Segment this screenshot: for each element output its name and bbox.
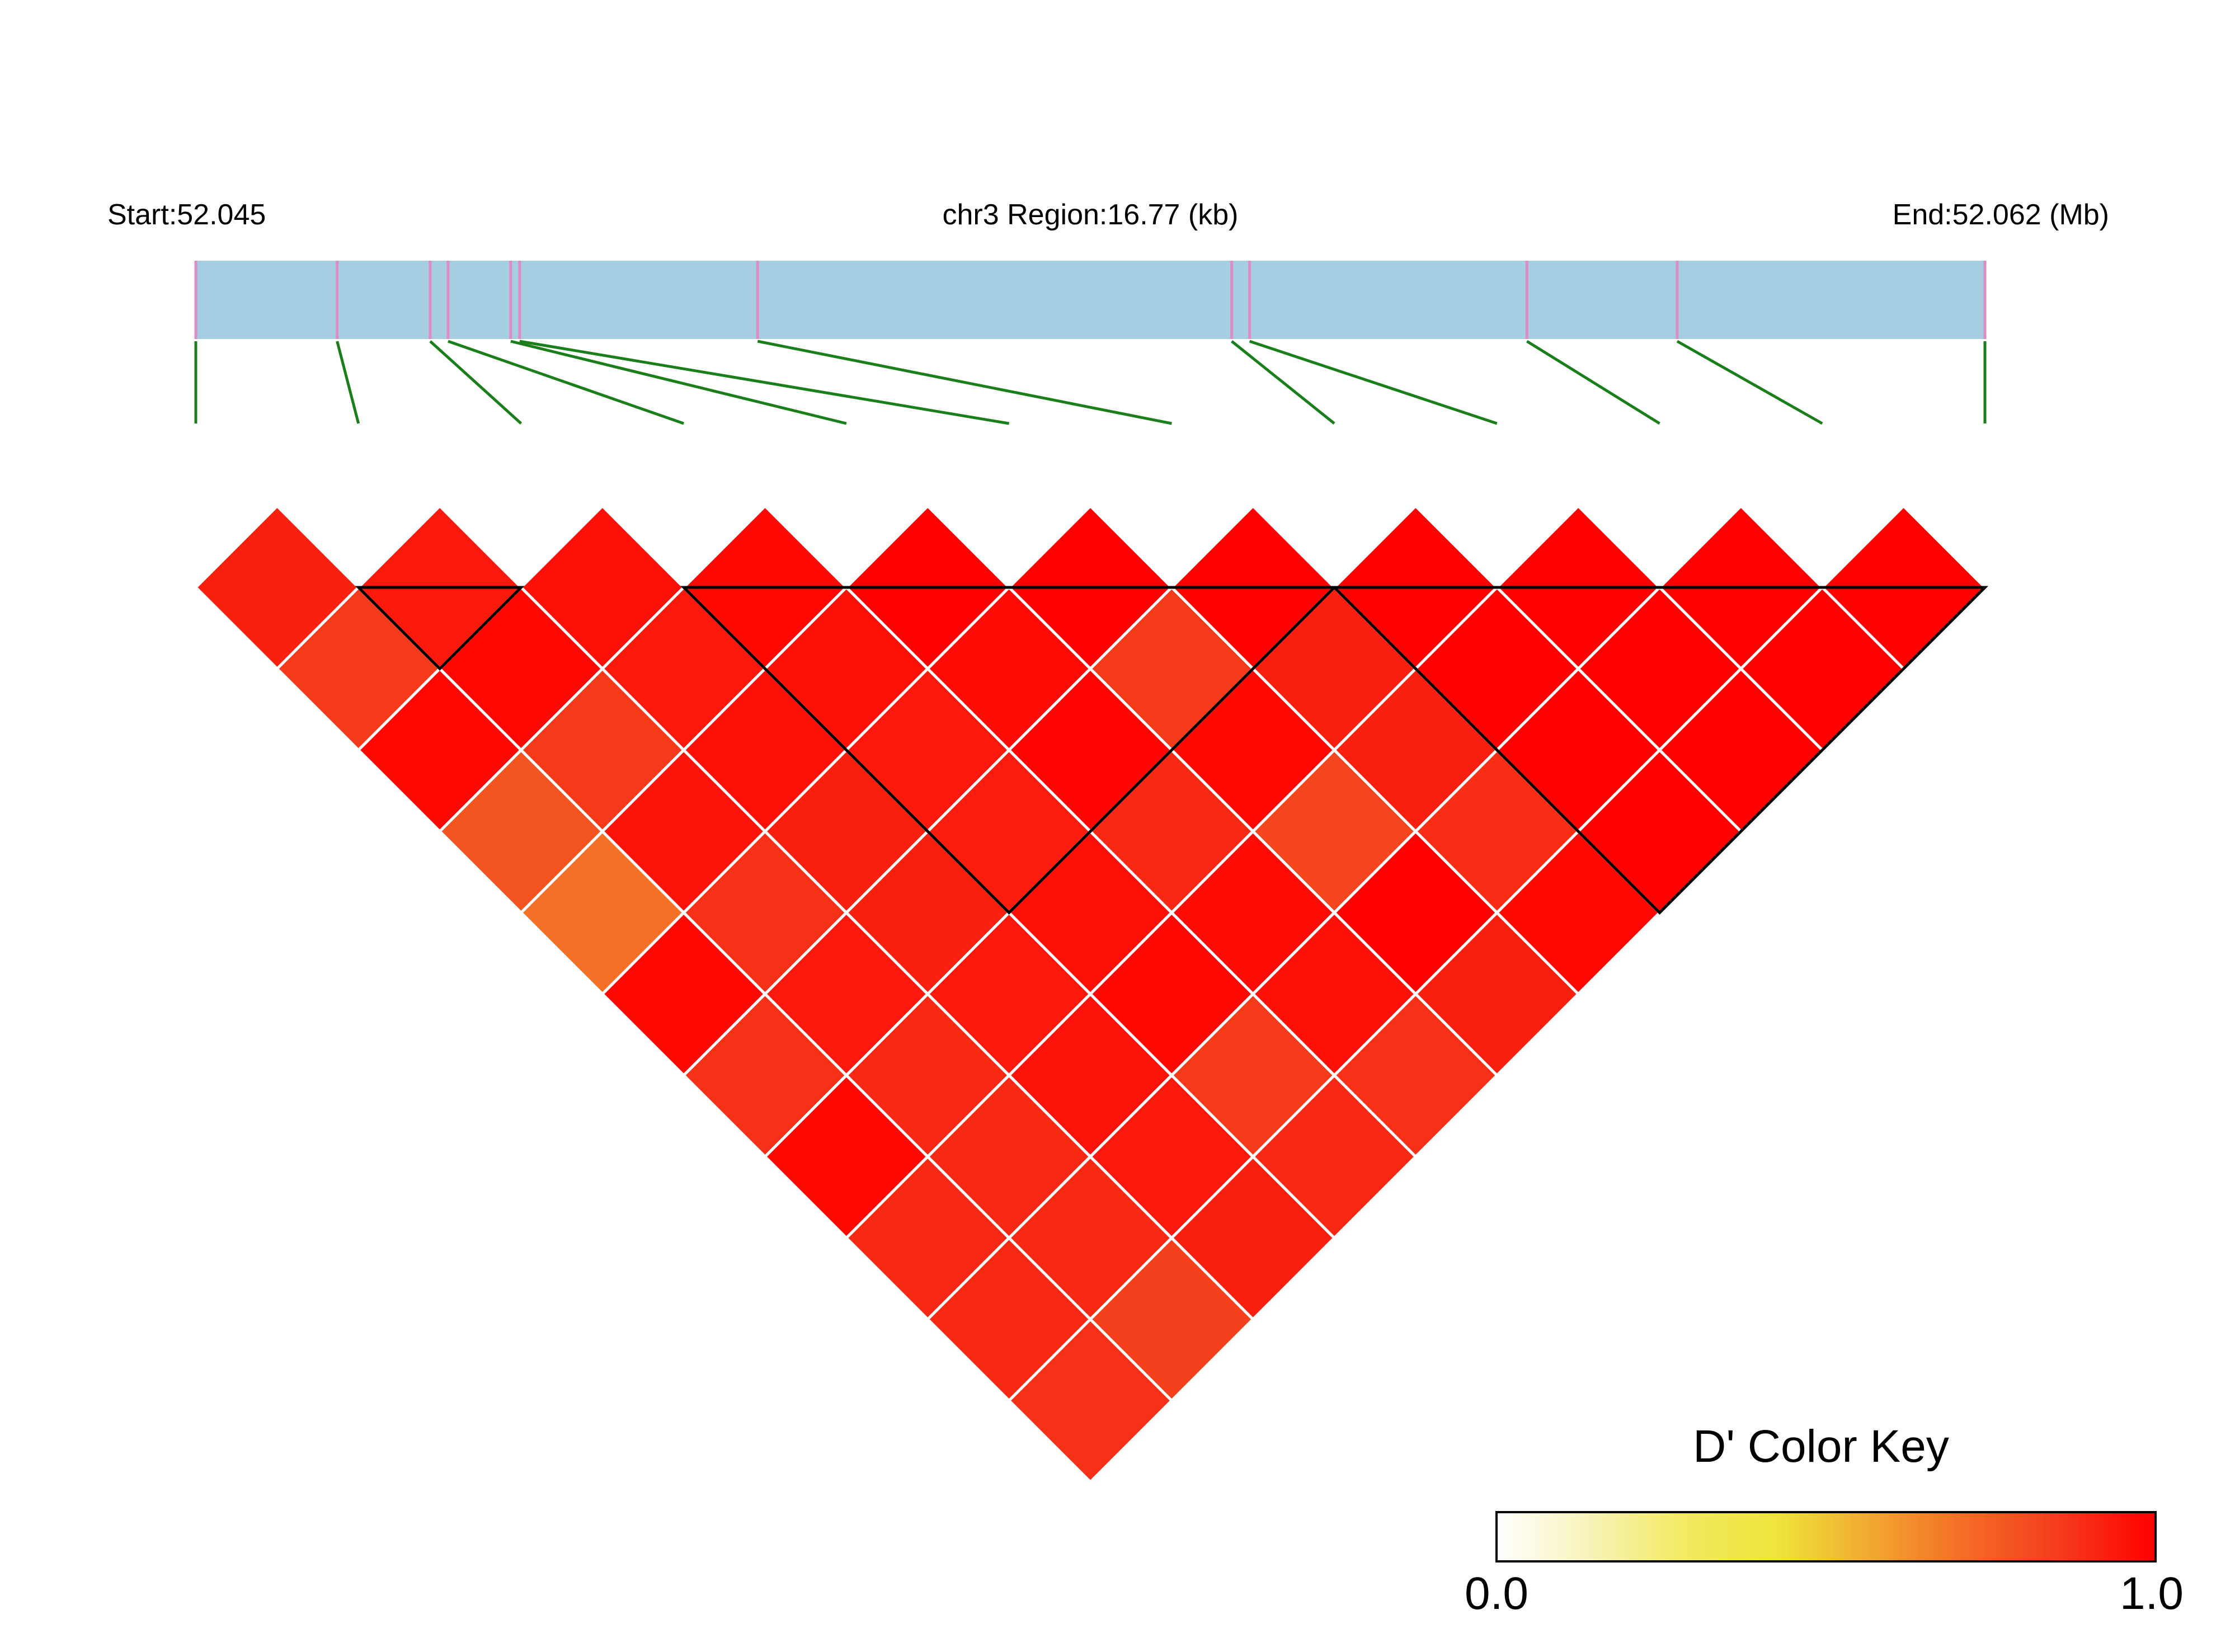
region-label: chr3 Region:16.77 (kb) [943,199,1239,231]
snp-connector-11 [1676,340,1823,425]
snp-connector-3 [429,340,523,425]
region-bar-rect [196,261,1985,339]
snp-connector-5 [510,340,847,425]
snp-connector-lines [194,340,1987,425]
color-key-bar [1495,1511,2157,1562]
color-key-max-label: 1.0 [2120,1568,2184,1619]
snp-connector-2 [336,341,360,424]
snp-connector-9 [1249,340,1498,425]
ld-block-outlines [355,586,1989,915]
snp-connector-8 [1231,340,1335,425]
ld-block-2 [680,586,1338,915]
region-bar [194,261,1987,339]
snp-connector-6 [519,340,1010,425]
snp-connector-4 [448,340,685,425]
color-key-min-label: 0.0 [1465,1568,1528,1619]
color-key: D' Color Key 0.0 1.0 [1465,1421,2184,1619]
color-key-title: D' Color Key [1693,1421,1949,1472]
end-label: End:52.062 (Mb) [1893,199,2109,231]
ld-block-3 [1331,586,1989,915]
snp-connector-10 [1526,340,1660,425]
snp-connector-7 [757,340,1172,425]
ld-cells [194,504,1987,1484]
ld-block-1 [355,586,525,671]
start-label: Start:52.045 [107,199,266,231]
